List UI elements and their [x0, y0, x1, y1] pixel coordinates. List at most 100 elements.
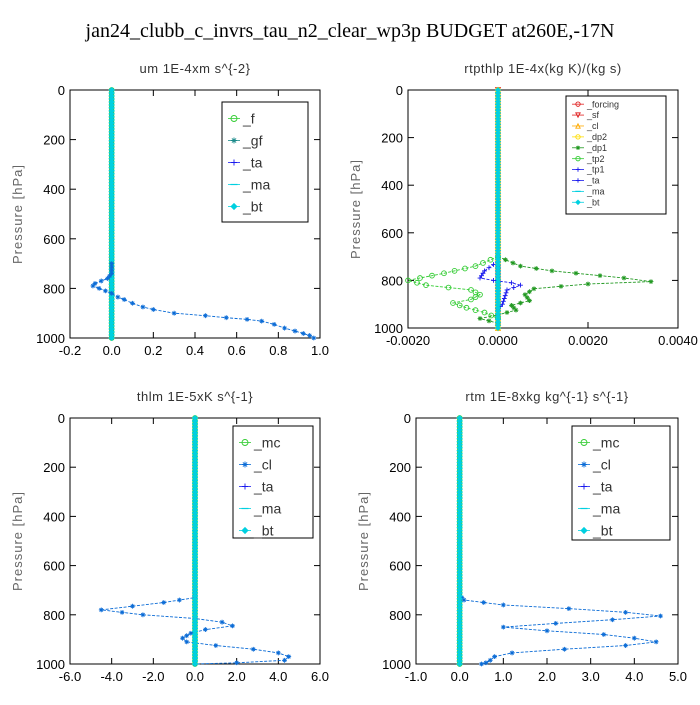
- legend-box: [571, 425, 671, 541]
- data-point: [119, 609, 125, 615]
- data-point: [462, 265, 468, 272]
- data-point: [623, 643, 628, 648]
- data-point: [307, 333, 312, 338]
- data-point: [414, 279, 420, 286]
- data-point: [451, 268, 458, 274]
- data-point: [468, 287, 474, 293]
- data-point: [259, 318, 265, 324]
- data-point: [623, 609, 628, 615]
- data-point: [573, 270, 579, 276]
- data-point: [509, 302, 514, 308]
- data-point: [487, 657, 493, 663]
- data-point: [524, 295, 530, 301]
- data-point: [311, 335, 317, 341]
- x-tick-label: 0.0000: [478, 333, 518, 348]
- legend-entry: _bt: [242, 198, 263, 214]
- y-axis-label: Pressure [hPa]: [356, 491, 371, 591]
- panel-3: thlm 1E-5xK s^{-1} Pressure [hPa] 0 200 400 6…: [10, 389, 329, 684]
- data-point: [488, 312, 495, 319]
- legend-entry: _mc: [592, 434, 619, 450]
- data-point: [108, 335, 115, 341]
- data-point: [109, 271, 115, 276]
- series-bt: [456, 415, 463, 667]
- legend-box: [232, 425, 314, 539]
- data-point: [504, 287, 510, 293]
- data-point: [92, 281, 98, 286]
- data-point: [483, 660, 489, 666]
- data-point: [450, 300, 456, 306]
- x-tick-label: 0.6: [228, 343, 246, 358]
- data-point: [405, 277, 411, 284]
- legend: _mc _cl _ta _ma _bt: [571, 425, 671, 541]
- x-tick-label: -4.0: [100, 669, 122, 684]
- legend-entry: _mc: [253, 434, 280, 450]
- data-point: [518, 263, 523, 269]
- x-tick-label: 1.0: [311, 343, 329, 358]
- data-point: [486, 265, 492, 271]
- data-point: [480, 260, 486, 266]
- data-point: [115, 294, 121, 300]
- series-tp2: [405, 253, 501, 322]
- y-tick-label: 600: [389, 559, 411, 574]
- y-tick-label: 1000: [374, 321, 403, 336]
- data-point: [109, 290, 115, 296]
- x-tick-label: -6.0: [59, 669, 81, 684]
- legend-entry: _tp2: [586, 154, 605, 164]
- x-tick-label: 4.0: [625, 669, 643, 684]
- data-point: [459, 595, 465, 600]
- y-tick-label: 1000: [36, 657, 65, 672]
- legend-entry: _ma: [242, 176, 270, 192]
- y-tick-label: 600: [43, 232, 65, 247]
- data-point: [282, 325, 287, 331]
- y-tick-label: 600: [43, 559, 65, 574]
- series-line: [479, 256, 652, 324]
- legend: _forcing_sf_cl_dp2_dp1_tp2_tp1_ta_ma_bt: [565, 95, 667, 215]
- x-tick-label: 0.8: [269, 343, 287, 358]
- legend-entry: _ta: [242, 154, 263, 170]
- data-point: [271, 321, 277, 327]
- x-tick-label: 0.2: [144, 343, 162, 358]
- data-point: [161, 600, 167, 605]
- y-tick-label: 1000: [36, 331, 65, 346]
- data-point: [509, 650, 515, 656]
- data-point: [223, 315, 229, 321]
- y-axis-label: Pressure [hPa]: [10, 491, 25, 591]
- data-point: [203, 627, 208, 632]
- data-point: [531, 286, 537, 292]
- y-tick-label: 200: [43, 133, 65, 148]
- data-point: [492, 654, 497, 660]
- x-tick-label: 0.0: [451, 669, 469, 684]
- panel-title: thlm 1E-5xK s^{-1}: [137, 389, 253, 404]
- x-tick-label: 3.0: [582, 669, 600, 684]
- panel-1: um 1E-4xm s^{-2} Pressure [hPa] 0 200 400 600…: [10, 61, 329, 358]
- y-tick-label: 0: [404, 411, 411, 426]
- legend-entry: _f: [242, 110, 255, 126]
- legend-box: [221, 101, 309, 223]
- data-point: [501, 298, 506, 304]
- y-tick-label: 800: [43, 608, 65, 623]
- data-point: [472, 263, 479, 269]
- series-line: [407, 256, 499, 319]
- series-line: [459, 594, 661, 665]
- x-tick-label: 2.0: [228, 669, 246, 684]
- data-point: [472, 294, 479, 300]
- data-point: [423, 282, 429, 289]
- data-point: [230, 623, 235, 629]
- data-point: [510, 260, 516, 266]
- data-point: [109, 267, 115, 273]
- legend-entry: _ta: [586, 176, 600, 186]
- legend-entry: _bt: [592, 522, 613, 538]
- data-point: [286, 654, 292, 660]
- legend-entry: _tp1: [586, 165, 605, 175]
- y-tick-label: 1000: [382, 657, 411, 672]
- data-point: [103, 288, 108, 294]
- data-point: [495, 325, 501, 331]
- data-point: [502, 293, 508, 299]
- data-point: [504, 310, 510, 315]
- panel-2: rtpthlp 1E-4x(kg K)/(kg s) Pressure [hPa]…: [348, 61, 698, 348]
- data-point: [456, 302, 463, 309]
- data-point: [180, 635, 185, 641]
- data-point: [468, 296, 474, 303]
- x-tick-label: 0.0020: [568, 333, 608, 348]
